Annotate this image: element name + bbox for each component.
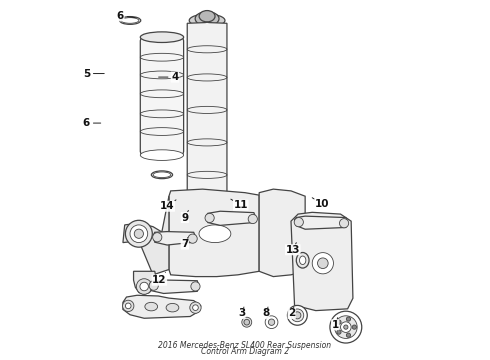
Ellipse shape bbox=[189, 14, 225, 27]
Ellipse shape bbox=[296, 252, 309, 268]
Ellipse shape bbox=[242, 317, 252, 327]
Ellipse shape bbox=[195, 12, 219, 26]
Ellipse shape bbox=[199, 225, 231, 243]
Ellipse shape bbox=[269, 319, 275, 325]
Polygon shape bbox=[189, 240, 225, 259]
Ellipse shape bbox=[130, 225, 147, 243]
Ellipse shape bbox=[188, 234, 197, 243]
Polygon shape bbox=[187, 22, 227, 240]
Ellipse shape bbox=[330, 311, 362, 343]
Ellipse shape bbox=[341, 322, 351, 332]
Polygon shape bbox=[123, 295, 201, 318]
Ellipse shape bbox=[288, 305, 307, 325]
Ellipse shape bbox=[122, 300, 134, 311]
Ellipse shape bbox=[125, 220, 152, 247]
Polygon shape bbox=[153, 231, 196, 245]
Text: 3: 3 bbox=[238, 307, 245, 319]
Polygon shape bbox=[149, 280, 199, 293]
Ellipse shape bbox=[201, 255, 214, 267]
Ellipse shape bbox=[140, 32, 184, 42]
Ellipse shape bbox=[343, 325, 348, 329]
Ellipse shape bbox=[294, 217, 303, 227]
Ellipse shape bbox=[248, 215, 257, 224]
Text: 13: 13 bbox=[286, 243, 300, 255]
Text: 9: 9 bbox=[181, 211, 189, 222]
Text: 6: 6 bbox=[117, 11, 135, 21]
Polygon shape bbox=[294, 216, 347, 229]
Text: 4: 4 bbox=[159, 72, 179, 82]
Text: 11: 11 bbox=[231, 199, 248, 210]
Text: 5: 5 bbox=[83, 68, 104, 78]
Polygon shape bbox=[123, 196, 169, 275]
Ellipse shape bbox=[346, 317, 350, 321]
Polygon shape bbox=[140, 37, 184, 155]
Text: 7: 7 bbox=[181, 238, 189, 249]
Polygon shape bbox=[169, 189, 259, 276]
Polygon shape bbox=[259, 189, 305, 276]
Ellipse shape bbox=[337, 330, 341, 334]
Ellipse shape bbox=[193, 305, 198, 310]
Ellipse shape bbox=[244, 319, 249, 325]
Text: 10: 10 bbox=[312, 198, 329, 209]
Ellipse shape bbox=[335, 316, 357, 338]
Ellipse shape bbox=[149, 281, 158, 290]
Text: 1: 1 bbox=[332, 318, 339, 330]
Ellipse shape bbox=[140, 150, 184, 161]
Ellipse shape bbox=[153, 233, 162, 242]
Ellipse shape bbox=[136, 279, 152, 294]
Ellipse shape bbox=[291, 309, 304, 322]
Ellipse shape bbox=[199, 10, 215, 22]
Ellipse shape bbox=[294, 312, 301, 319]
Ellipse shape bbox=[312, 253, 334, 274]
Ellipse shape bbox=[318, 258, 328, 269]
Polygon shape bbox=[291, 212, 353, 311]
Text: 2: 2 bbox=[288, 307, 295, 319]
Ellipse shape bbox=[191, 282, 200, 291]
Text: 12: 12 bbox=[152, 273, 167, 285]
Ellipse shape bbox=[299, 256, 306, 265]
Ellipse shape bbox=[352, 325, 356, 329]
Ellipse shape bbox=[190, 302, 201, 313]
Ellipse shape bbox=[125, 303, 131, 309]
Ellipse shape bbox=[134, 229, 144, 238]
Polygon shape bbox=[206, 211, 256, 225]
Text: 14: 14 bbox=[160, 200, 176, 211]
Text: 8: 8 bbox=[262, 307, 269, 319]
Text: 2016 Mercedes-Benz SL400 Rear Suspension: 2016 Mercedes-Benz SL400 Rear Suspension bbox=[158, 342, 332, 351]
Ellipse shape bbox=[346, 333, 350, 337]
Ellipse shape bbox=[205, 213, 214, 222]
Text: Control Arm Diagram 2: Control Arm Diagram 2 bbox=[201, 347, 289, 356]
Ellipse shape bbox=[140, 282, 148, 291]
Ellipse shape bbox=[265, 316, 278, 329]
Ellipse shape bbox=[337, 320, 341, 324]
Ellipse shape bbox=[340, 219, 349, 228]
Text: 6: 6 bbox=[83, 118, 100, 128]
Ellipse shape bbox=[166, 303, 179, 312]
Ellipse shape bbox=[145, 302, 158, 311]
Polygon shape bbox=[134, 271, 156, 294]
